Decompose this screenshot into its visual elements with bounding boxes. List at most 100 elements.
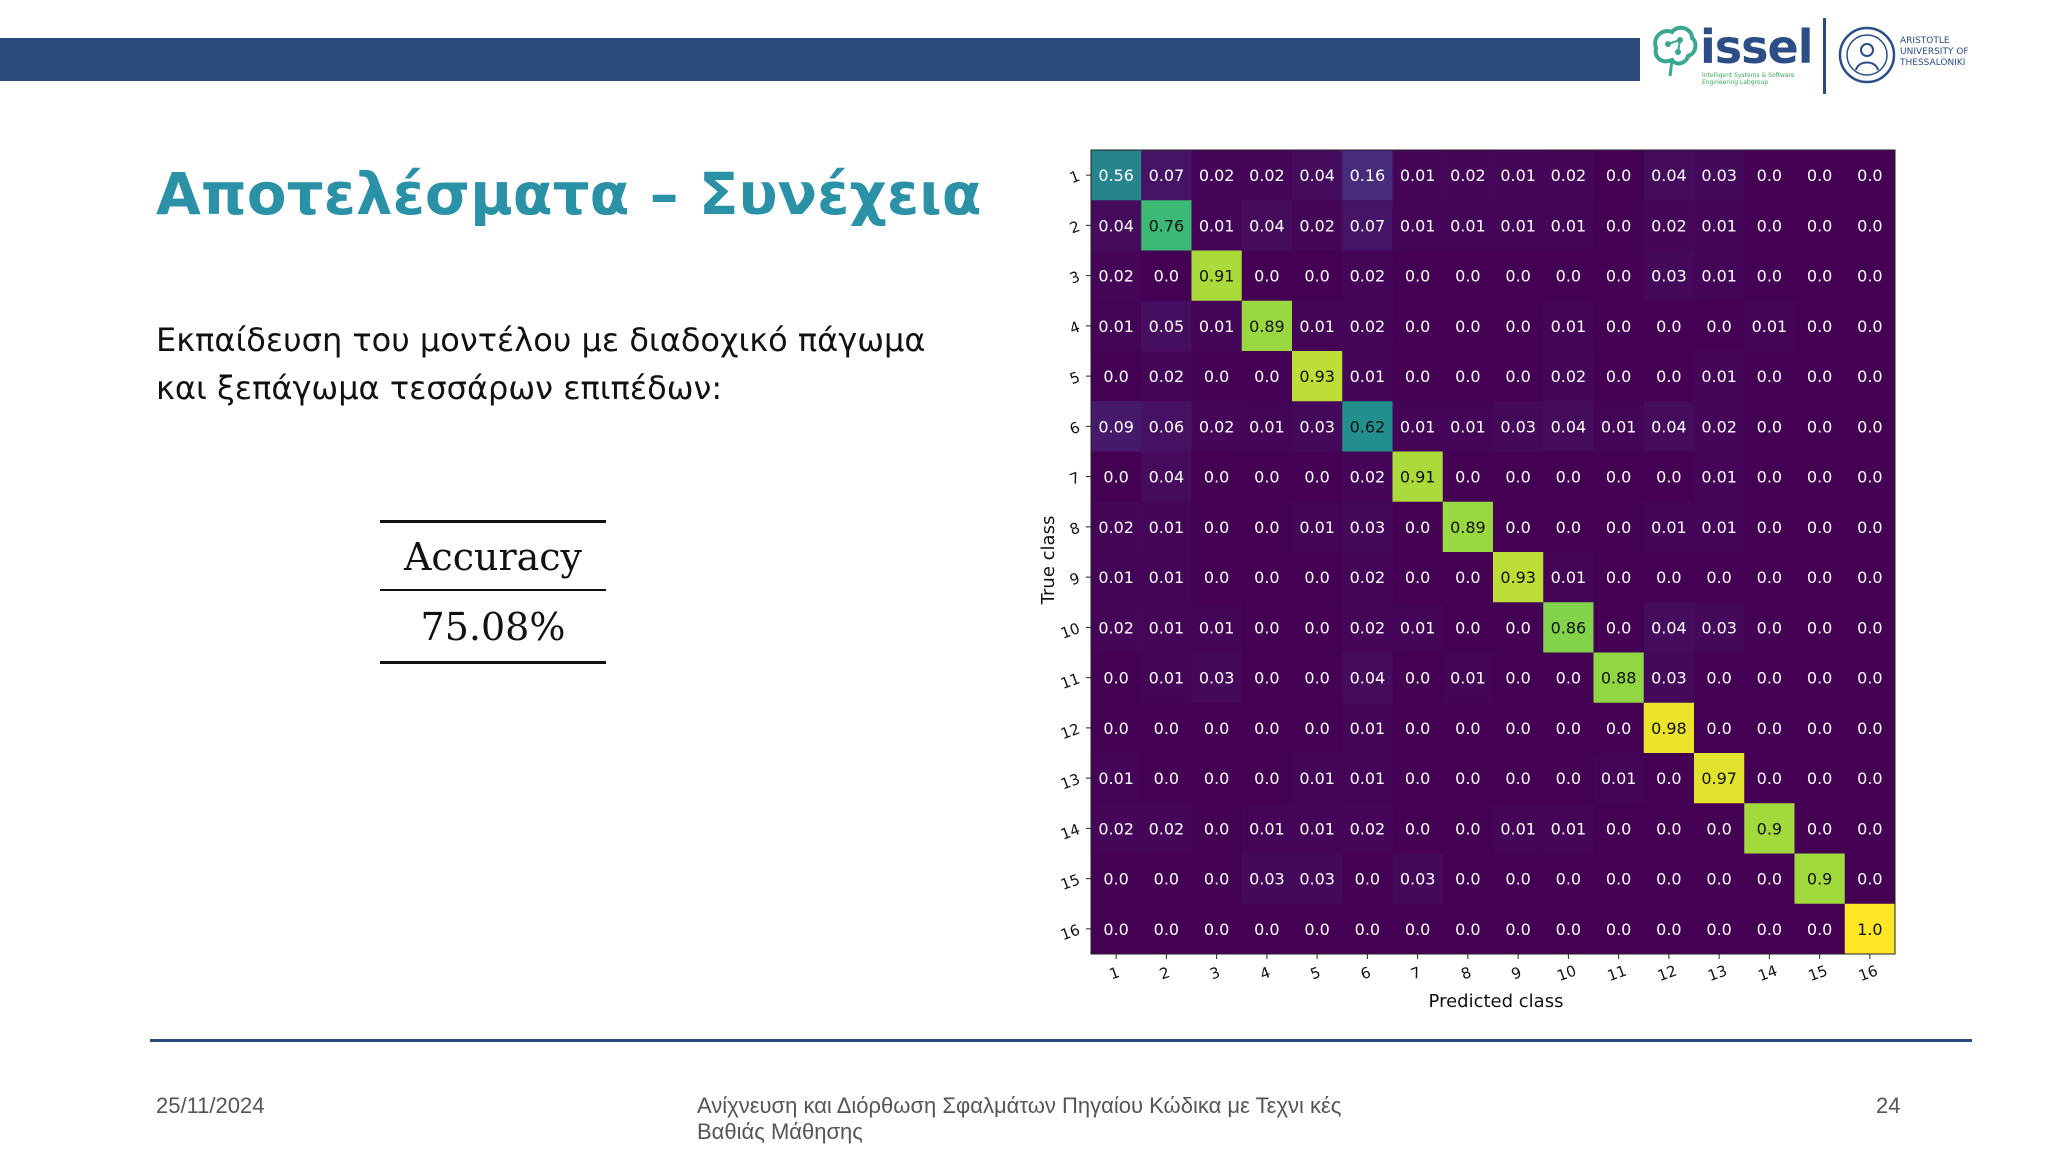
cell-value-label: 1.0 — [1857, 920, 1882, 939]
confusion-matrix-chart: 0.56 0.07 0.02 0.02 0.04 0.16 0.01 0.02 0.01 0.02… — [1038, 149, 1896, 1012]
cell-value-label: 0.04 — [1651, 166, 1687, 185]
footer-date: 25/11/2024 — [156, 1093, 265, 1118]
cell-value-label: 0.0 — [1304, 669, 1329, 688]
heatmap-cell — [1241, 903, 1293, 955]
heatmap-cell — [1241, 652, 1293, 704]
heatmap-cell — [1191, 652, 1243, 704]
heatmap-cell — [1091, 351, 1142, 402]
cell-value-label: 0.0 — [1204, 819, 1229, 838]
cell-value-label: 0.0 — [1304, 568, 1329, 587]
heatmap-cell — [1292, 552, 1343, 603]
heatmap-cell — [1191, 351, 1243, 402]
cell-value-label: 0.0 — [1405, 267, 1430, 286]
heatmap-cell — [1191, 803, 1243, 854]
cell-value-label: 0.0 — [1857, 317, 1882, 336]
cell-value-label: 0.88 — [1601, 669, 1637, 688]
heatmap-cell — [1694, 501, 1745, 553]
cell-value-label: 0.0 — [1455, 769, 1480, 788]
cell-value-label: 0.01 — [1149, 518, 1185, 537]
heatmap-cell — [1643, 300, 1695, 352]
heatmap-cell — [1593, 501, 1645, 553]
heatmap-cell — [1744, 351, 1795, 402]
heatmap-cell — [1643, 401, 1695, 452]
cell-value-label: 0.0 — [1857, 669, 1882, 688]
page-number: 24 — [1876, 1093, 1901, 1118]
heatmap-cell — [1392, 250, 1444, 302]
cell-value-label: 0.0 — [1757, 669, 1782, 688]
cell-value-label: 0.02 — [1098, 518, 1134, 537]
cell-value-label: 0.01 — [1701, 518, 1737, 537]
cell-value-label: 0.01 — [1400, 216, 1436, 235]
heatmap-cell — [1392, 853, 1444, 905]
heatmap-cell — [1794, 903, 1846, 955]
heatmap-cell — [1844, 552, 1896, 603]
heatmap-cell — [1543, 451, 1594, 503]
cell-value-label: 0.03 — [1350, 518, 1386, 537]
cell-value-label: 0.0 — [1556, 719, 1581, 738]
heatmap-cell — [1091, 401, 1142, 452]
heatmap-cell — [1844, 702, 1896, 754]
cell-value-label: 0.0 — [1254, 769, 1279, 788]
cell-value-label: 0.01 — [1450, 216, 1486, 235]
heatmap-cell — [1141, 702, 1192, 754]
cell-value-label: 0.06 — [1149, 417, 1185, 436]
heatmap-cell — [1392, 501, 1444, 553]
cell-value-label: 0.0 — [1405, 719, 1430, 738]
heatmap-cell — [1442, 250, 1494, 302]
heatmap-cell — [1141, 501, 1192, 553]
heatmap-cell — [1694, 602, 1745, 653]
y-tick-label: 9 — [1067, 569, 1082, 589]
cell-value-label: 0.0 — [1304, 618, 1329, 637]
heatmap-cell — [1643, 351, 1695, 402]
heatmap-cell — [1241, 351, 1293, 402]
heatmap-cell — [1342, 401, 1393, 452]
cell-value-label: 0.01 — [1551, 317, 1587, 336]
cell-value-label: 0.02 — [1098, 819, 1134, 838]
heatmap-cell — [1844, 501, 1896, 553]
heatmap-cell — [1744, 501, 1795, 553]
heatmap-cell — [1191, 702, 1243, 754]
heatmap-cell — [1744, 401, 1795, 452]
heatmap-cell — [1794, 702, 1846, 754]
cell-value-label: 0.0 — [1857, 468, 1882, 487]
cell-value-label: 0.02 — [1450, 166, 1486, 185]
cell-value-label: 0.0 — [1204, 719, 1229, 738]
heatmap-cell — [1744, 552, 1795, 603]
heatmap-cell — [1694, 552, 1745, 603]
cell-value-label: 0.0 — [1706, 920, 1731, 939]
cell-value-label: 0.01 — [1450, 417, 1486, 436]
heatmap-cell — [1241, 853, 1293, 905]
cell-value-label: 0.02 — [1098, 267, 1134, 286]
cell-value-label: 0.07 — [1149, 166, 1185, 185]
heatmap-cell — [1694, 753, 1745, 804]
cell-value-label: 0.0 — [1254, 618, 1279, 637]
x-tick-label: 13 — [1705, 962, 1729, 985]
heatmap-cell — [1844, 351, 1896, 402]
cell-value-label: 0.01 — [1249, 417, 1285, 436]
cell-value-label: 0.0 — [1706, 669, 1731, 688]
heatmap-cell — [1091, 753, 1142, 804]
cell-value-label: 0.01 — [1299, 518, 1335, 537]
cell-value-label: 0.01 — [1299, 317, 1335, 336]
cell-value-label: 0.0 — [1103, 920, 1128, 939]
heatmap-cell — [1694, 401, 1745, 452]
heatmap-cell — [1191, 903, 1243, 955]
heatmap-cell — [1643, 150, 1695, 201]
logo-divider — [1823, 18, 1826, 94]
cell-value-label: 0.0 — [1556, 518, 1581, 537]
x-tick-label: 7 — [1408, 963, 1423, 983]
heatmap-cell — [1241, 501, 1293, 553]
cell-value-label: 0.0 — [1455, 317, 1480, 336]
university-seal-icon — [1838, 26, 1896, 84]
auth-logo: ARISTOTLE UNIVERSITY OF THESSALONIKI — [1838, 24, 1978, 88]
heatmap-cell — [1141, 753, 1192, 804]
heatmap-cell — [1694, 250, 1745, 302]
heatmap-cell — [1493, 903, 1544, 955]
heatmap-cell — [1643, 803, 1695, 854]
issel-logo-text: issel — [1700, 20, 1813, 74]
cell-value-label: 0.01 — [1701, 468, 1737, 487]
cell-value-label: 0.04 — [1651, 417, 1687, 436]
cell-value-label: 0.0 — [1656, 317, 1681, 336]
auth-logo-text: ARISTOTLE UNIVERSITY OF THESSALONIKI — [1900, 36, 1969, 68]
cell-value-label: 0.16 — [1350, 166, 1386, 185]
